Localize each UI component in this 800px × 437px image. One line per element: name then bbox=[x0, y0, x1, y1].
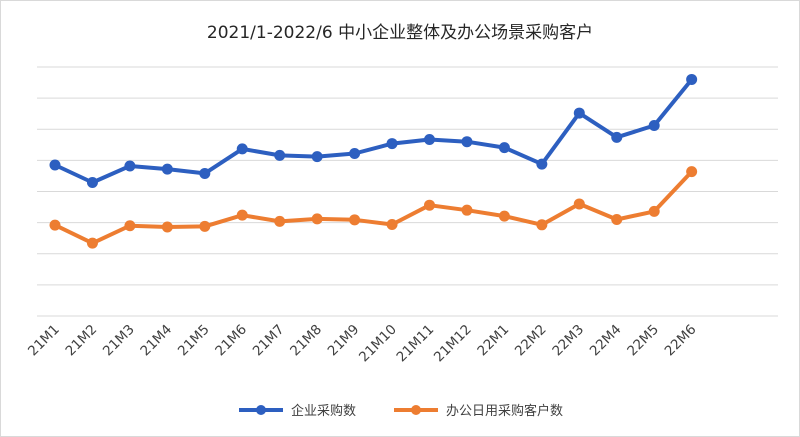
legend: 企业采购数 办公日用采购客户数 bbox=[0, 400, 800, 419]
x-tick-label: 21M10 bbox=[356, 322, 400, 366]
data-point bbox=[611, 131, 623, 143]
data-point bbox=[49, 219, 61, 231]
data-point bbox=[199, 167, 211, 179]
data-point bbox=[424, 134, 435, 146]
legend-item-series-2: 办公日用采购客户数 bbox=[392, 400, 563, 419]
data-point bbox=[461, 136, 473, 148]
data-point bbox=[461, 204, 473, 216]
legend-marker-icon bbox=[238, 404, 283, 415]
data-point bbox=[199, 220, 211, 232]
data-point bbox=[349, 214, 361, 226]
data-point bbox=[349, 148, 361, 160]
legend-label: 办公日用采购客户数 bbox=[446, 404, 564, 419]
x-tick-label: 21M4 bbox=[137, 322, 175, 360]
data-point bbox=[611, 214, 623, 226]
data-point bbox=[124, 220, 136, 232]
legend-marker-icon bbox=[394, 404, 438, 415]
data-point bbox=[124, 160, 136, 172]
data-point bbox=[311, 151, 323, 163]
x-tick-label: 21M12 bbox=[431, 322, 475, 366]
x-tick-label: 22M5 bbox=[624, 322, 662, 360]
series-line-2 bbox=[53, 169, 694, 246]
data-point bbox=[161, 221, 173, 233]
data-point bbox=[49, 159, 61, 171]
x-tick-label: 22M4 bbox=[587, 322, 625, 360]
data-point bbox=[236, 209, 248, 221]
plot-area: 21M1 21M2 21M3 21M4 21M5 21M6 21M7 21M8 21M921M1… bbox=[25, 66, 778, 366]
data-point bbox=[573, 107, 585, 119]
data-point bbox=[573, 198, 585, 210]
data-point bbox=[274, 149, 286, 161]
data-point bbox=[648, 120, 660, 132]
data-point bbox=[236, 143, 248, 155]
x-tick-label: 21M7 bbox=[250, 322, 288, 360]
gridlines bbox=[37, 66, 778, 317]
x-axis-tick-labels: 21M1 21M2 21M3 21M4 21M5 21M6 21M7 21M8 21M921M1… bbox=[25, 322, 699, 366]
data-point bbox=[498, 210, 510, 222]
x-tick-label: 22M1 bbox=[474, 322, 512, 360]
x-tick-label: 22M2 bbox=[512, 322, 550, 360]
data-point bbox=[86, 176, 98, 188]
x-tick-label: 21M3 bbox=[100, 322, 138, 360]
data-point bbox=[648, 205, 660, 217]
data-point bbox=[536, 219, 548, 231]
x-tick-label: 21M5 bbox=[175, 322, 213, 360]
data-point bbox=[386, 218, 398, 230]
x-tick-label: 21M11 bbox=[393, 322, 437, 366]
data-point bbox=[86, 237, 98, 249]
legend-label: 企业采购数 bbox=[290, 404, 356, 419]
data-point bbox=[274, 215, 286, 227]
chart-title: 2021/1-2022/6 中小企业整体及办公场景采购客户 bbox=[206, 23, 594, 43]
x-tick-label: 21M6 bbox=[212, 322, 250, 360]
data-point bbox=[686, 73, 698, 85]
data-point bbox=[424, 199, 435, 211]
x-tick-label: 22M3 bbox=[549, 322, 587, 360]
x-tick-label: 22M6 bbox=[662, 322, 700, 360]
series-line-1 bbox=[53, 77, 694, 185]
data-point bbox=[311, 213, 323, 225]
series-lines bbox=[53, 77, 694, 246]
legend-item-series-1: 企业采购数 bbox=[237, 400, 356, 419]
data-point bbox=[686, 166, 698, 178]
data-point bbox=[536, 158, 548, 170]
x-tick-label: 21M8 bbox=[287, 322, 325, 360]
x-tick-label: 21M1 bbox=[25, 322, 63, 360]
data-point bbox=[161, 163, 173, 175]
series-points bbox=[49, 73, 698, 249]
data-point bbox=[498, 142, 510, 154]
data-point bbox=[386, 138, 398, 150]
x-tick-label: 21M2 bbox=[63, 322, 101, 360]
